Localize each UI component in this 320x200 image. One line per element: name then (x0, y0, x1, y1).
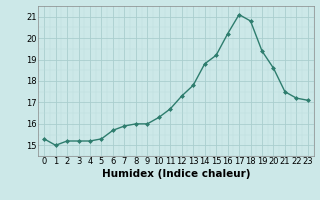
X-axis label: Humidex (Indice chaleur): Humidex (Indice chaleur) (102, 169, 250, 179)
